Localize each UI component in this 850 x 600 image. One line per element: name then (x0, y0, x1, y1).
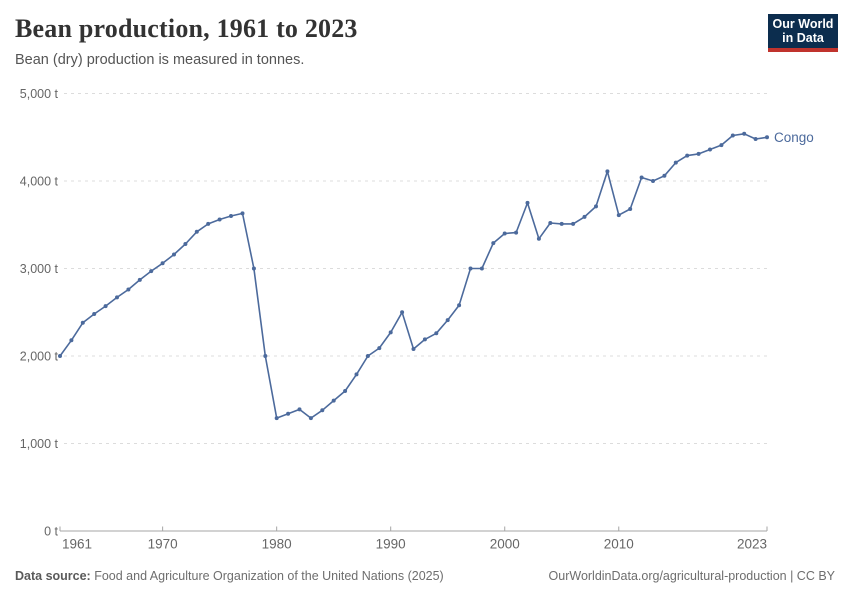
x-tick-label: 1990 (376, 537, 406, 552)
data-point[interactable] (80, 320, 85, 325)
data-point[interactable] (696, 151, 701, 156)
data-source-text: Food and Agriculture Organization of the… (90, 569, 444, 583)
data-point[interactable] (445, 318, 450, 323)
owid-logo-line1: Our World (772, 17, 834, 31)
data-point[interactable] (240, 211, 245, 216)
data-point[interactable] (172, 252, 176, 257)
y-tick-label: 1,000 t (20, 437, 59, 451)
data-point[interactable] (559, 221, 564, 226)
data-point[interactable] (297, 407, 302, 412)
data-point[interactable] (628, 207, 633, 211)
data-point[interactable] (753, 137, 758, 141)
x-tick-label: 2000 (490, 537, 520, 552)
x-tick-label: 2023 (737, 537, 767, 552)
data-point[interactable] (651, 179, 655, 183)
data-point[interactable] (229, 214, 233, 218)
chart-subtitle: Bean (dry) production is measured in ton… (15, 52, 305, 68)
data-point[interactable] (719, 143, 724, 148)
data-point[interactable] (308, 416, 313, 421)
data-point[interactable] (605, 169, 610, 174)
x-tick-label: 2010 (604, 537, 634, 552)
data-point[interactable] (514, 230, 519, 235)
data-point[interactable] (251, 266, 256, 271)
data-point[interactable] (673, 160, 678, 165)
owid-logo-line2: in Data (782, 31, 824, 45)
data-point[interactable] (286, 411, 291, 416)
y-tick-label: 5,000 t (20, 87, 59, 101)
data-point[interactable] (571, 221, 576, 226)
data-point[interactable] (365, 354, 370, 358)
data-point[interactable] (58, 354, 62, 358)
data-point[interactable] (639, 175, 644, 180)
y-tick-label: 2,000 t (20, 350, 59, 364)
data-point[interactable] (730, 133, 735, 138)
data-point[interactable] (411, 347, 416, 351)
data-point[interactable] (206, 221, 211, 226)
data-source-label: Data source: (15, 569, 91, 583)
data-point[interactable] (331, 398, 336, 403)
data-point[interactable] (354, 372, 359, 377)
data-point[interactable] (263, 354, 268, 358)
data-point[interactable] (92, 312, 97, 316)
y-tick-label: 0 t (44, 525, 58, 539)
chart-line[interactable] (59, 133, 768, 419)
data-point[interactable] (616, 213, 621, 218)
y-tick-label: 3,000 t (20, 262, 59, 276)
data-point[interactable] (400, 310, 405, 315)
data-point[interactable] (103, 304, 108, 309)
data-point[interactable] (422, 337, 427, 342)
data-point[interactable] (137, 277, 142, 282)
owid-logo[interactable]: Our World in Data (768, 14, 838, 52)
data-point[interactable] (525, 200, 530, 205)
x-tick-label: 1961 (62, 537, 92, 552)
data-point[interactable] (765, 135, 769, 140)
data-point[interactable] (708, 147, 712, 152)
data-point[interactable] (388, 330, 393, 335)
data-point[interactable] (502, 231, 507, 236)
data-point[interactable] (479, 266, 484, 271)
data-point[interactable] (217, 217, 222, 222)
data-point[interactable] (377, 346, 382, 351)
entity-label[interactable]: Congo (774, 130, 814, 145)
data-source-note: Data source: Food and Agriculture Organi… (15, 569, 444, 583)
data-point[interactable] (582, 214, 587, 219)
data-point[interactable] (194, 229, 199, 234)
data-point[interactable] (320, 408, 325, 413)
chart-footer: Data source: Food and Agriculture Organi… (15, 569, 835, 583)
data-point[interactable] (274, 416, 279, 421)
data-point[interactable] (434, 331, 439, 336)
data-point[interactable] (468, 266, 473, 271)
data-point[interactable] (149, 269, 154, 274)
y-tick-label: 4,000 t (20, 175, 59, 189)
data-point[interactable] (160, 261, 165, 266)
data-point[interactable] (457, 303, 462, 308)
x-tick-label: 1970 (148, 537, 178, 552)
x-tick-label: 1980 (262, 537, 292, 552)
data-point[interactable] (69, 338, 74, 343)
data-point[interactable] (662, 173, 667, 178)
data-point[interactable] (742, 131, 747, 136)
data-point[interactable] (183, 242, 188, 246)
data-point[interactable] (115, 295, 119, 300)
data-point[interactable] (548, 221, 553, 225)
owid-citation-link[interactable]: OurWorldinData.org/agricultural-producti… (548, 569, 835, 583)
data-point[interactable] (343, 389, 348, 393)
data-point[interactable] (594, 204, 598, 209)
data-point[interactable] (685, 153, 690, 158)
data-point[interactable] (536, 236, 541, 241)
page-title: Bean production, 1961 to 2023 (15, 14, 358, 43)
data-point[interactable] (491, 241, 496, 246)
data-point[interactable] (126, 287, 131, 292)
